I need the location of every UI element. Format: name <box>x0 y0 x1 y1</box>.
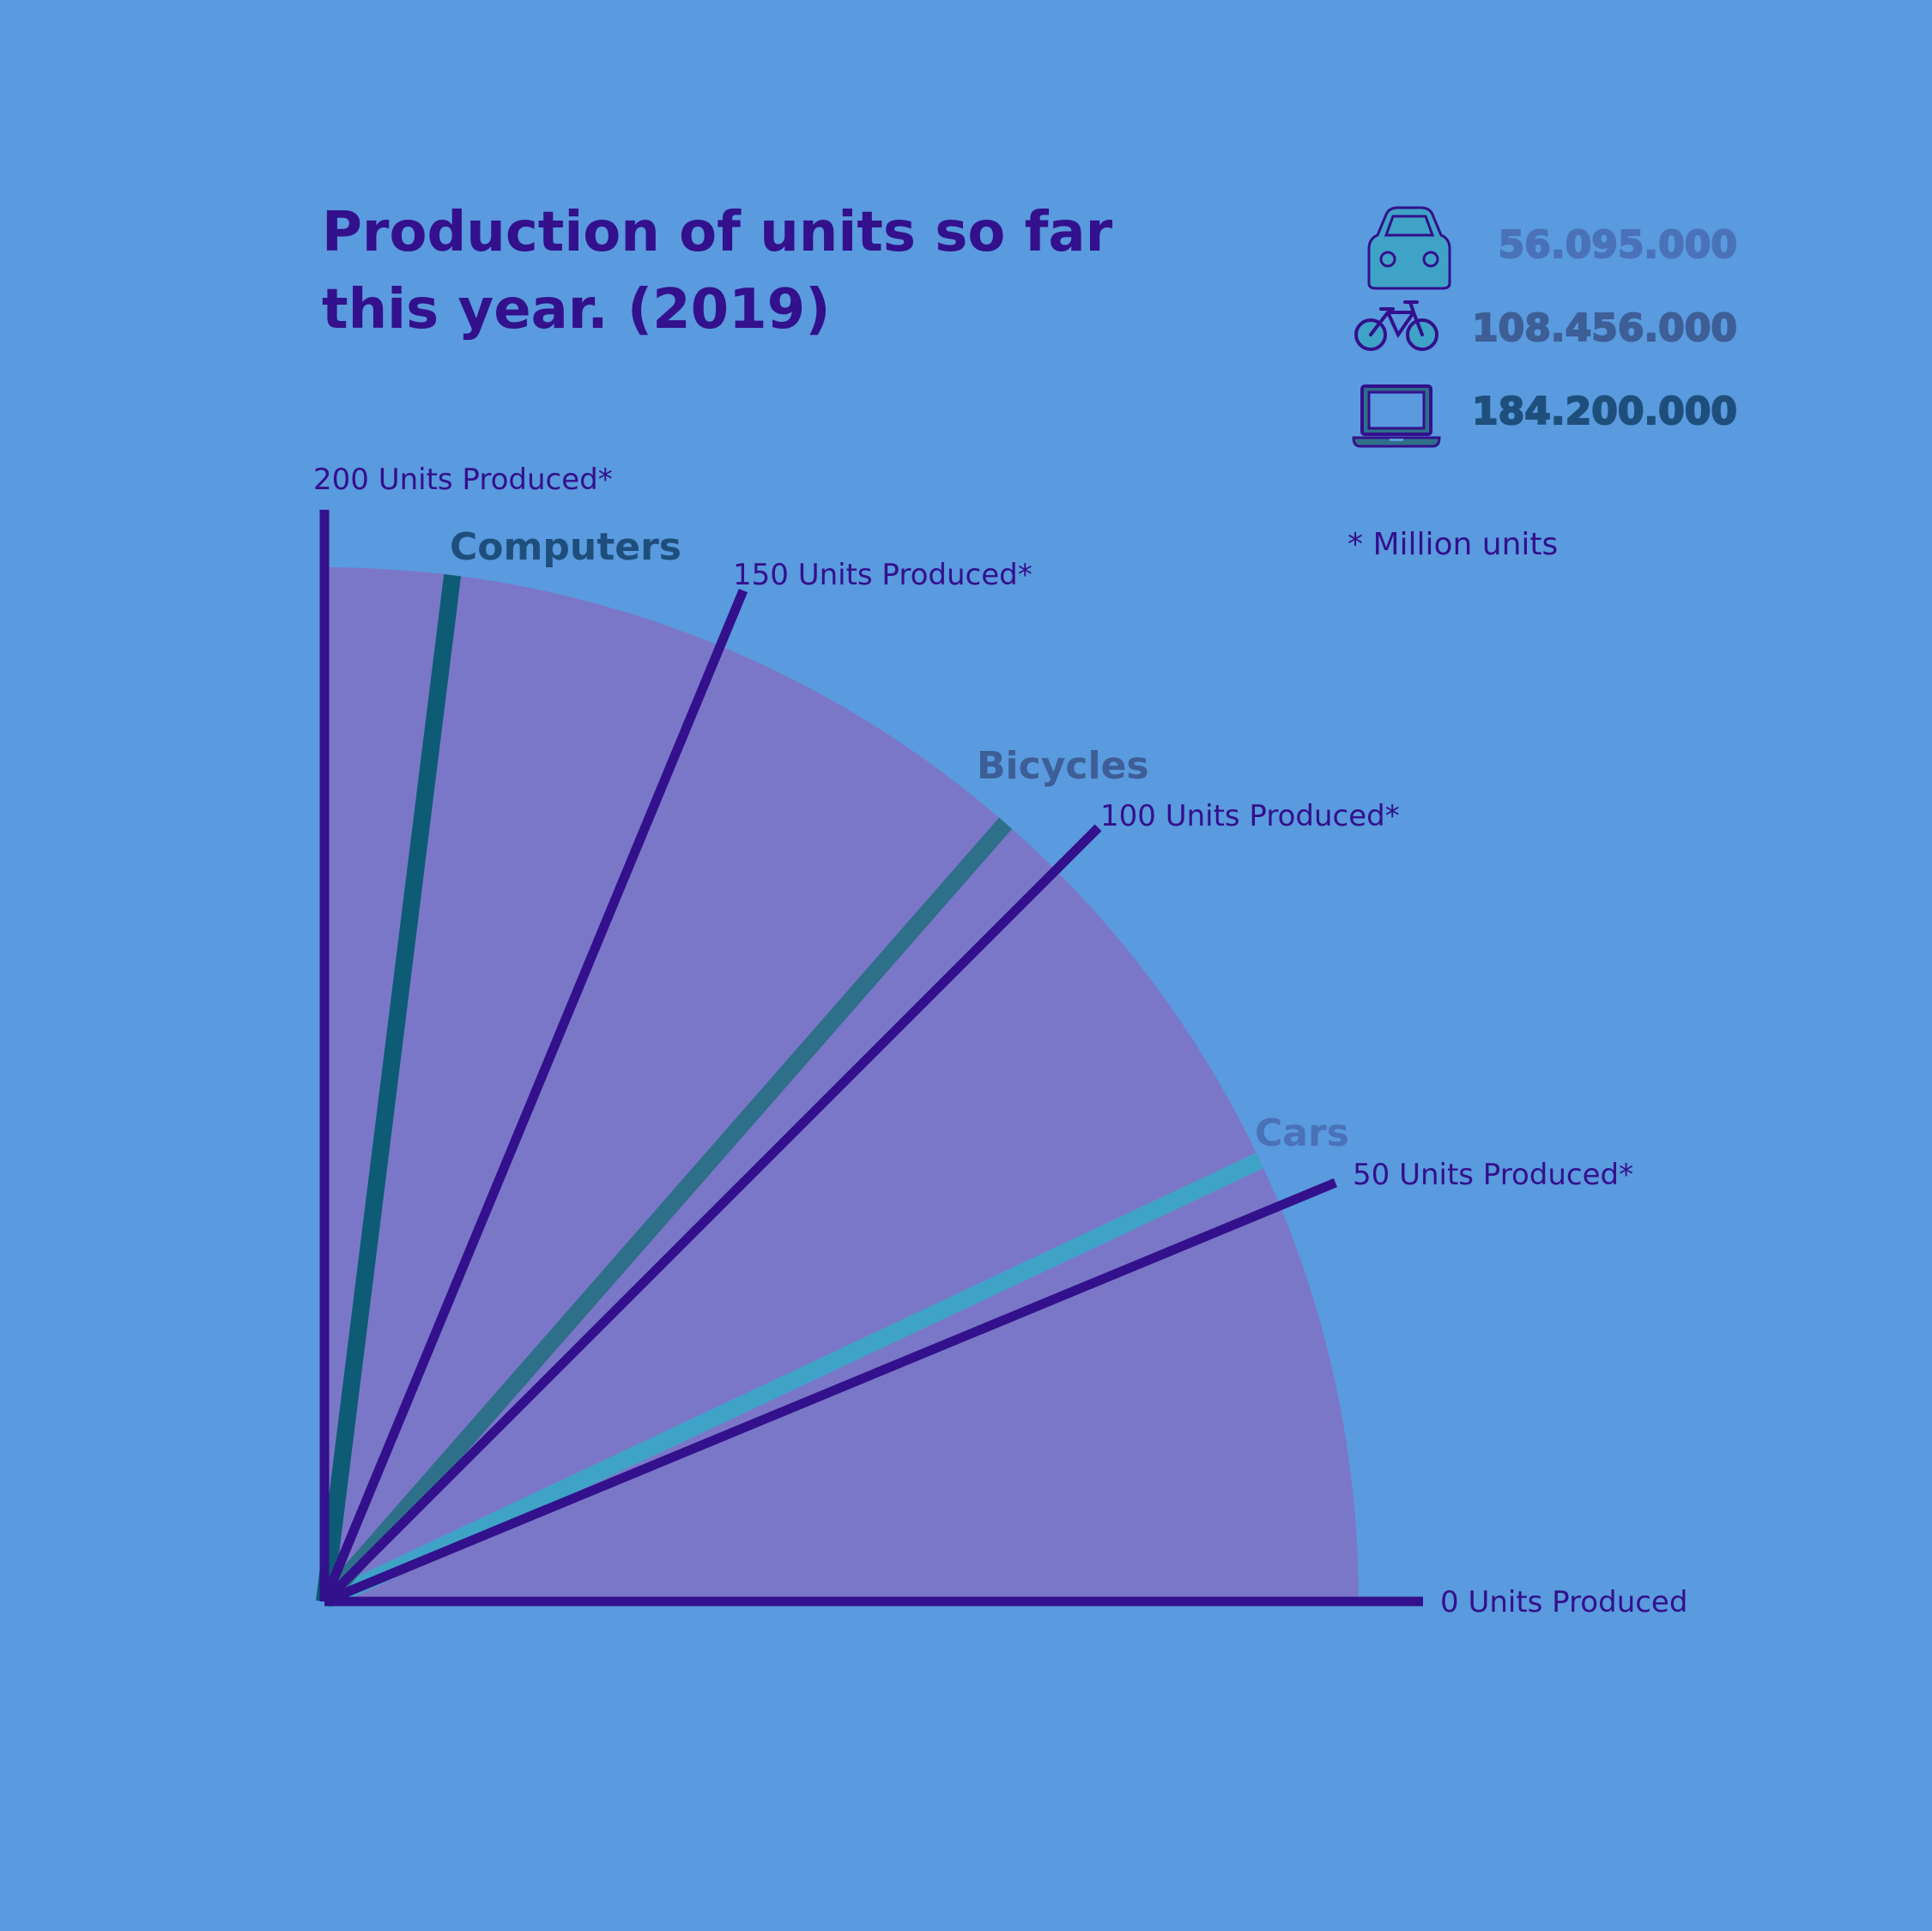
car-icon <box>1367 206 1451 290</box>
series-bar-bicycles <box>318 817 1013 1607</box>
legend-value-bicycles: 108.456.000 <box>1472 306 1737 350</box>
tick-label-50: 50 Units Produced* <box>1353 1158 1633 1192</box>
series-bar-cars <box>320 1153 1264 1610</box>
tick-label-200: 200 Units Produced* <box>313 463 613 497</box>
bicycle-icon <box>1354 300 1438 351</box>
legend: 56.095.000 108.456.000 184.200.000 <box>1352 206 1738 448</box>
series-label-computers: Computers <box>450 525 681 569</box>
legend-value-cars: 56.095.000 <box>1499 223 1737 267</box>
series-bar-computers <box>316 574 462 1603</box>
tick-label-150: 150 Units Produced* <box>733 558 1033 592</box>
series-label-bicycles: Bicycles <box>977 744 1149 788</box>
tick-line-50 <box>322 1177 1338 1607</box>
legend-value-computers: 184.200.000 <box>1472 390 1737 433</box>
tick-label-0: 0 Units Produced <box>1440 1585 1687 1619</box>
unit-footnote: * Million units <box>1348 527 1558 562</box>
laptop-icon <box>1352 384 1441 448</box>
tick-line-100 <box>321 824 1102 1605</box>
chart-title-line-2: this year. (2019) <box>322 278 830 342</box>
chart-title-line-1: Production of units so far <box>322 201 1113 264</box>
series-layer <box>316 574 1264 1610</box>
tick-label-100: 100 Units Produced* <box>1100 799 1400 833</box>
tick-line-150 <box>319 588 748 1604</box>
series-label-cars: Cars <box>1255 1111 1349 1155</box>
tick-layer <box>319 510 1423 1607</box>
